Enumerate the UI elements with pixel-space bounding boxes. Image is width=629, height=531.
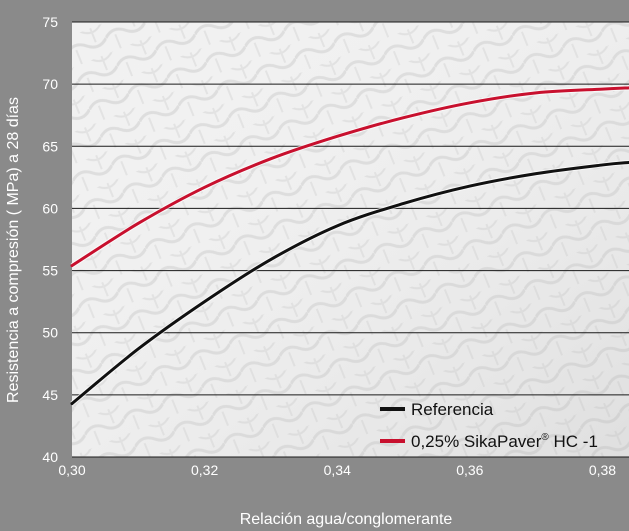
y-tick-label: 65 (42, 138, 58, 154)
y-tick-label: 50 (42, 325, 58, 341)
legend-label-sikapaver-suffix: HC -1 (549, 432, 598, 451)
legend-label-sikapaver: 0,25% SikaPaver® HC -1 (411, 432, 598, 451)
x-tick-label: 0,30 (58, 462, 85, 478)
y-axis-title: Resistencia a compresión ( MPa) a 28 día… (5, 97, 22, 403)
grid-lines (72, 21, 629, 458)
legend-item-referencia: Referencia (380, 400, 494, 419)
x-tick-label: 0,38 (589, 462, 616, 478)
y-tick-label: 60 (42, 200, 58, 216)
y-axis-ticks: 40 45 50 55 60 65 70 75 (42, 14, 58, 465)
x-tick-label: 0,34 (324, 462, 351, 478)
y-tick-label: 45 (42, 387, 58, 403)
x-tick-label: 0,32 (191, 462, 218, 478)
legend-label-referencia: Referencia (411, 400, 494, 419)
y-tick-label: 55 (42, 263, 58, 279)
x-axis-ticks: 0,30 0,32 0,34 0,36 0,38 (58, 462, 616, 478)
plot-background (72, 22, 629, 457)
series-line-referencia (70, 160, 629, 406)
legend-label-sikapaver-registered: ® (541, 432, 549, 443)
series-lines (70, 85, 629, 406)
legend-label-sikapaver-name: 0,25% SikaPaver (411, 432, 542, 451)
x-tick-label: 0,36 (456, 462, 483, 478)
legend: Referencia 0,25% SikaPaver® HC -1 (380, 400, 598, 451)
y-tick-label: 70 (42, 76, 58, 92)
y-tick-label: 40 (42, 449, 58, 465)
series-line-sikapaver (70, 86, 629, 268)
y-tick-label: 75 (42, 14, 58, 30)
legend-item-sikapaver: 0,25% SikaPaver® HC -1 (380, 432, 598, 451)
x-axis-title: Relación agua/conglomerante (240, 511, 453, 528)
